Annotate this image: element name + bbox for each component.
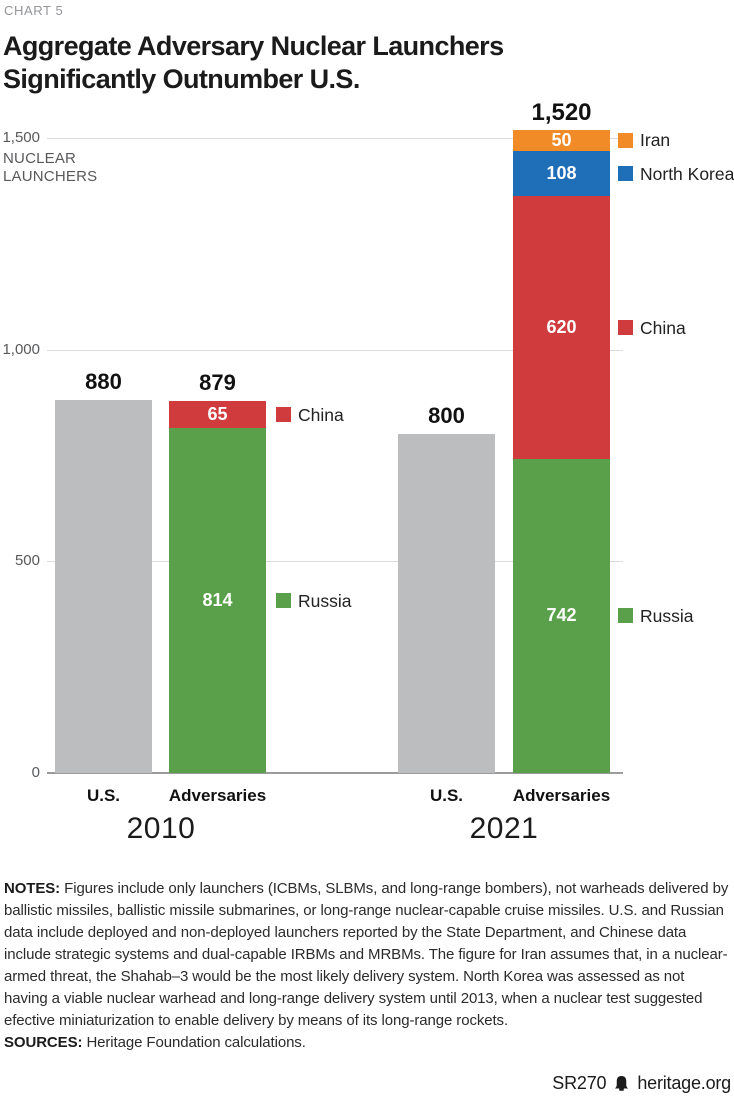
chart-title-line-1: Aggregate Adversary Nuclear Launchers	[3, 31, 504, 61]
site-link[interactable]: heritage.org	[637, 1073, 731, 1093]
chart-title-line-2: Significantly Outnumber U.S.	[3, 64, 360, 94]
bar-total-2010-0: 880	[85, 369, 122, 395]
gridline-1000	[47, 349, 623, 351]
bar-total-2021-1: 1,520	[531, 98, 592, 126]
notes-text: Figures include only launchers (ICBMs, S…	[4, 880, 729, 1029]
segment-value-label: 814	[202, 590, 233, 611]
y-axis-tick-0: 0	[31, 764, 40, 781]
bar-segment-2021-iran: 50	[513, 129, 610, 151]
segment-value-label: 108	[546, 163, 577, 184]
y-axis-tick-1000: 1,000	[2, 340, 40, 358]
bar-segment-2021-u-s-	[398, 434, 495, 773]
bar-segment-2021-russia: 742	[513, 458, 610, 773]
y-axis-tick-500: 500	[14, 552, 40, 570]
bar-segment-2010-u-s-	[55, 400, 152, 773]
bar-total-2021-0: 800	[428, 403, 465, 429]
chart-number-label: CHART 5	[4, 3, 64, 18]
y-axis-label: NUCLEAR LAUNCHERS	[3, 150, 98, 185]
segment-value-label: 50	[551, 129, 572, 150]
legend-swatch-russia	[618, 608, 633, 624]
legend-swatch-china	[276, 407, 291, 423]
segment-value-label: 65	[207, 404, 228, 425]
report-id: SR270	[552, 1073, 607, 1093]
legend-label-russia: Russia	[298, 590, 352, 611]
gridline-500	[47, 561, 623, 563]
y-axis-tick-1500: 1,500	[2, 129, 40, 146]
x-category-label-2021-1: Adversaries	[512, 786, 611, 805]
legend-swatch-china	[618, 320, 633, 336]
group-year-label-2010: 2010	[126, 812, 196, 845]
legend-label-china: China	[640, 317, 686, 338]
page-footer: SR270 heritage.org	[552, 1073, 731, 1094]
notes-paragraph: NOTES: Figures include only launchers (I…	[4, 878, 731, 1032]
notes-block: NOTES: Figures include only launchers (I…	[4, 878, 731, 1054]
sources-label: SOURCES:	[4, 1034, 83, 1051]
legend-swatch-iran	[618, 132, 633, 148]
legend-label-china: China	[298, 404, 344, 425]
segment-value-label: 620	[546, 317, 577, 338]
bar-total-2010-1: 879	[199, 369, 236, 395]
gridline-1500	[47, 138, 623, 139]
bar-segment-2021-china: 620	[513, 196, 610, 459]
heritage-bell-icon	[613, 1075, 630, 1092]
bar-segment-2010-russia: 814	[169, 428, 266, 773]
legend-label-north-korea: North Korea	[640, 163, 734, 184]
chart-title: Aggregate Adversary Nuclear Launchers Si…	[3, 30, 603, 96]
sources-line: SOURCES: Heritage Foundation calculation…	[4, 1032, 731, 1054]
x-category-label-2010-0: U.S.	[86, 786, 121, 805]
legend-swatch-north-korea	[618, 166, 633, 182]
bar-segment-2010-china: 65	[169, 400, 266, 429]
bar-segment-2021-north-korea: 108	[513, 150, 610, 197]
x-category-label-2010-1: Adversaries	[168, 786, 267, 805]
legend-swatch-russia	[276, 593, 291, 609]
segment-value-label: 742	[546, 605, 577, 626]
notes-label: NOTES:	[4, 880, 61, 897]
gridline-0	[47, 772, 623, 774]
legend-label-russia: Russia	[640, 605, 694, 626]
x-category-label-2021-0: U.S.	[429, 786, 464, 805]
sources-text: Heritage Foundation calculations.	[82, 1034, 306, 1051]
legend-label-iran: Iran	[640, 130, 671, 151]
group-year-label-2021: 2021	[469, 812, 539, 845]
